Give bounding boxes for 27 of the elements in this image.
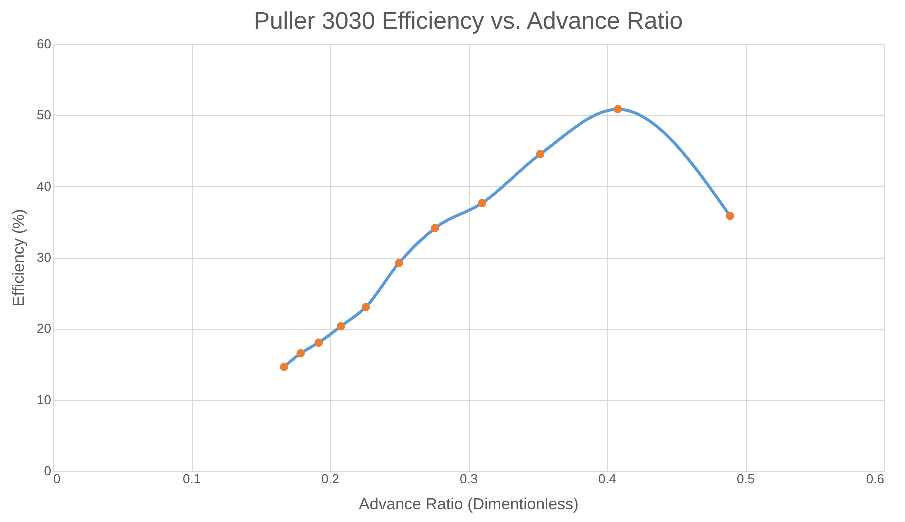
x-tick-label: 0.3 — [460, 472, 478, 486]
point — [280, 362, 288, 372]
point — [431, 224, 440, 232]
x-tick-label: 0.2 — [321, 472, 340, 486]
point — [314, 338, 324, 348]
x-tick-label: 0.1 — [182, 472, 202, 486]
y-axis-title: Efficiency (%) — [11, 209, 28, 307]
y-tick-label: 40 — [37, 178, 52, 194]
y-tick-label: 60 — [37, 36, 52, 52]
chart-title: Puller 3030 Efficiency vs. Advance Ratio — [254, 8, 684, 35]
y-tick-label: 30 — [37, 250, 52, 265]
point — [296, 349, 306, 358]
point — [362, 303, 370, 312]
y-tick-label: 50 — [37, 108, 52, 123]
x-axis-title: Advance Ratio (Dimentionless) — [359, 496, 579, 514]
point — [336, 322, 346, 331]
y-tick-label: 10 — [37, 392, 52, 408]
x-tick-label: 0 — [54, 472, 61, 486]
x-tick-label: 0.4 — [598, 472, 617, 486]
point — [478, 199, 487, 208]
point — [726, 212, 734, 220]
y-tick-label: 20 — [37, 321, 52, 336]
x-tick-label: 0.6 — [866, 472, 884, 486]
x-tick-label: 0.5 — [736, 472, 756, 486]
point — [536, 150, 545, 158]
point — [614, 105, 622, 114]
point — [395, 259, 404, 268]
